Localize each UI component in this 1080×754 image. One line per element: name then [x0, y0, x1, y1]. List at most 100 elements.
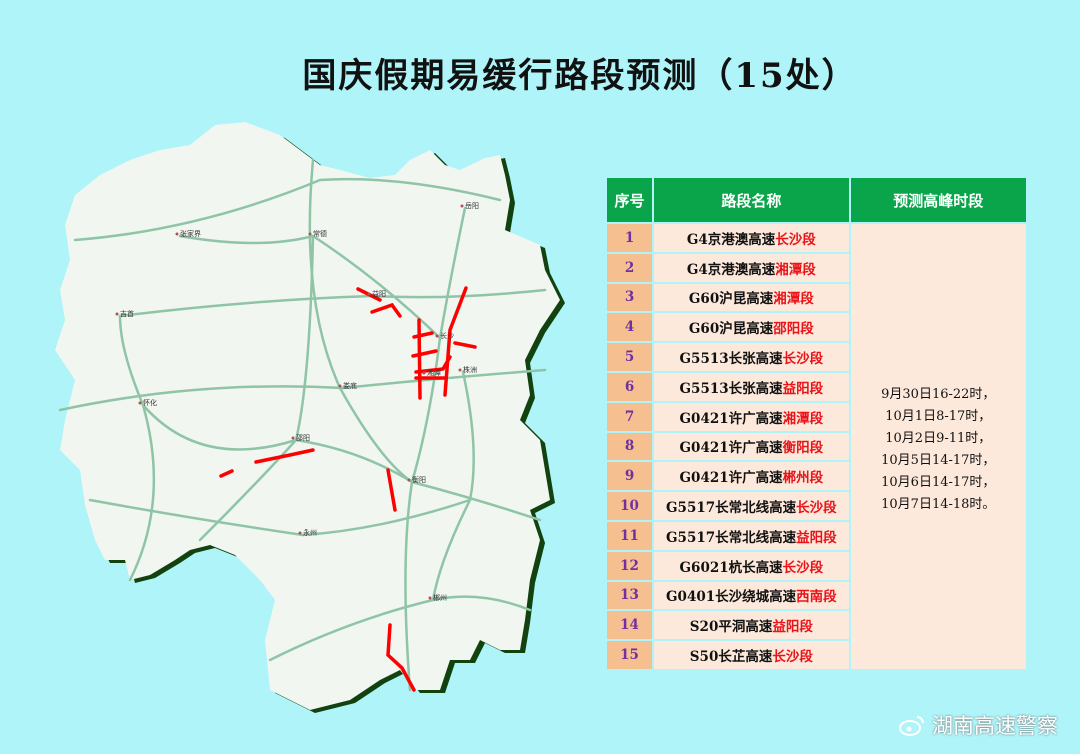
- header-time: 预测高峰时段: [850, 178, 1026, 222]
- row-number: 5: [607, 343, 653, 371]
- city-dot: [458, 368, 462, 372]
- city-label: 湘潭: [427, 368, 441, 377]
- road-section: 湘潭段: [775, 261, 816, 278]
- city-label: 娄底: [343, 381, 357, 390]
- road-name: G4京港澳高速湘潭段: [654, 253, 849, 282]
- peak-time-cell: 9月30日16-22时， 10月1日8-17时， 10月2日9-11时， 10月5日1…: [850, 224, 1026, 669]
- table-row: 11 G5517长常北线高速益阳段: [607, 521, 1026, 550]
- row-number: 12: [607, 551, 653, 580]
- peak-time: 10月2日9-11时，: [885, 431, 992, 446]
- table-row: 3 G60沪昆高速湘潭段: [607, 283, 1026, 312]
- city-marker: 郴州: [428, 593, 447, 602]
- road-name: G5513长张高速长沙段: [654, 343, 849, 371]
- watermark-text: 湖南高速警察: [932, 714, 1058, 738]
- city-marker: 常德: [308, 229, 327, 238]
- table-row: 13 G0401长沙绕城高速西南段: [607, 581, 1026, 610]
- congested-segment: [411, 349, 438, 358]
- page-title: 国庆假期易缓行路段预测（15处）: [302, 56, 858, 96]
- road-name: G60沪昆高速湘潭段: [654, 283, 849, 312]
- city-dot: [428, 596, 432, 600]
- congested-segment: [417, 318, 422, 400]
- city-label: 岳阳: [465, 201, 479, 210]
- road-section: 湘潭段: [773, 291, 814, 308]
- table-row: 8 G0421许广高速衡阳段: [607, 432, 1026, 461]
- road-name: G4京港澳高速长沙段: [654, 224, 849, 252]
- road-section: 益阳段: [796, 529, 837, 546]
- road-section: 湘潭段: [782, 410, 824, 427]
- city-label: 张家界: [180, 229, 201, 238]
- road-code: G0421许广高速: [679, 410, 783, 427]
- city-marker: 怀化: [138, 398, 157, 407]
- city-marker: 衡阳: [407, 475, 426, 484]
- road-code: G5517长常北线高速: [666, 529, 797, 546]
- city-marker: 岳阳: [460, 201, 479, 210]
- road-name: S50长芷高速长沙段: [654, 641, 849, 669]
- highway: [118, 314, 156, 582]
- congested-segment: [453, 341, 477, 349]
- city-label: 株洲: [463, 365, 477, 374]
- highway: [198, 234, 315, 542]
- road-section: 衡阳段: [782, 440, 824, 457]
- table-row: 15 S50长芷高速长沙段: [607, 641, 1026, 669]
- table-row: 10 G5517长常北线高速长沙段: [607, 492, 1026, 520]
- city-dot: [435, 334, 439, 338]
- row-number: 1: [607, 224, 653, 252]
- header-road: 路段名称: [654, 178, 849, 222]
- road-name: S20平洞高速益阳段: [654, 611, 849, 640]
- congested-segment: [443, 286, 468, 397]
- table-row: 5 G5513长张高速长沙段: [607, 343, 1026, 371]
- watermark: 湖南高速警察: [898, 710, 1058, 740]
- city-dot: [115, 312, 119, 316]
- row-number: 3: [607, 283, 653, 312]
- road-name: G0401长沙绕城高速西南段: [654, 581, 849, 610]
- city-dot: [298, 531, 302, 535]
- road-name: G6021杭长高速长沙段: [654, 551, 849, 580]
- road-name: G0421许广高速郴州段: [654, 462, 849, 491]
- table-row: 12 G6021杭长高速长沙段: [607, 551, 1026, 580]
- city-dot: [460, 204, 464, 208]
- road-name: G0421许广高速衡阳段: [654, 432, 849, 461]
- highway: [73, 177, 502, 242]
- highway: [88, 498, 472, 537]
- city-marker: 湘潭: [422, 368, 441, 377]
- city-marker: 株洲: [458, 365, 477, 374]
- congested-segment: [370, 302, 402, 318]
- city-label: 邵阳: [296, 433, 310, 442]
- city-label: 吉首: [120, 309, 134, 318]
- congested-segment: [386, 623, 416, 692]
- city-label: 怀化: [143, 398, 157, 407]
- city-marker: 益阳: [367, 289, 386, 298]
- road-code: G5513长张高速: [679, 351, 783, 368]
- city-marker: 吉首: [115, 309, 134, 318]
- peak-time: 10月5日14-17时，: [881, 453, 996, 468]
- road-code: G60沪昆高速: [688, 291, 774, 308]
- city-dot: [338, 384, 342, 388]
- city-dot: [308, 232, 312, 236]
- row-number: 6: [607, 372, 653, 401]
- road-section: 益阳段: [782, 380, 824, 397]
- highway: [141, 403, 542, 522]
- peak-time: 10月7日14-18时。: [881, 497, 996, 512]
- road-section: 邵阳段: [773, 321, 814, 338]
- highway: [268, 595, 532, 662]
- highway: [308, 158, 414, 484]
- road-code: G4京港澳高速: [686, 231, 776, 248]
- city-marker: 张家界: [175, 229, 201, 238]
- road-code: G0421许广高速: [679, 470, 783, 487]
- road-code: G60沪昆高速: [688, 321, 774, 338]
- peak-time: 9月30日16-22时，: [881, 387, 996, 402]
- row-number: 14: [607, 611, 653, 640]
- city-label: 常德: [313, 229, 327, 238]
- highway: [431, 370, 475, 602]
- road-section: 长沙段: [782, 559, 824, 576]
- road-code: G4京港澳高速: [686, 261, 776, 278]
- row-number: 11: [607, 521, 653, 550]
- road-code: G5517长常北线高速: [666, 500, 797, 517]
- road-name: G5513长张高速益阳段: [654, 372, 849, 401]
- table-row: 14 S20平洞高速益阳段: [607, 611, 1026, 640]
- row-number: 2: [607, 253, 653, 282]
- row-number: 4: [607, 313, 653, 342]
- city-marker: 长沙: [435, 331, 454, 340]
- road-name: G60沪昆高速邵阳段: [654, 313, 849, 342]
